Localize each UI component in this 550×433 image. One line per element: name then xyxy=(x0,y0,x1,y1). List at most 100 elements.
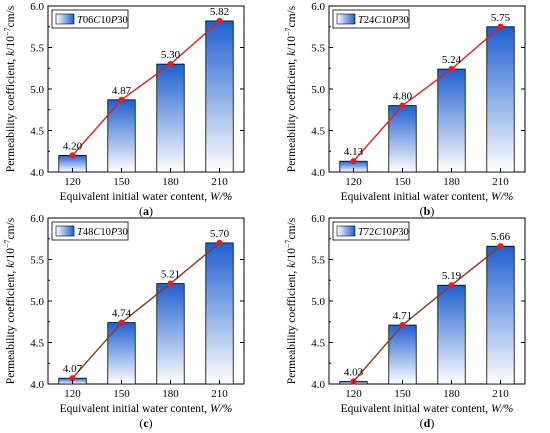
data-label: 4.74 xyxy=(112,308,132,320)
y-tick-label: 4.0 xyxy=(30,167,44,179)
bar xyxy=(156,283,185,385)
panel-label: (d) xyxy=(420,416,435,430)
series-line xyxy=(352,245,501,382)
data-point xyxy=(350,158,357,165)
x-tick-label: 120 xyxy=(345,176,362,188)
bar xyxy=(388,324,417,385)
data-point xyxy=(497,23,504,30)
legend-swatch xyxy=(336,225,356,237)
bar xyxy=(205,242,234,385)
y-tick-label: 6.0 xyxy=(30,213,44,225)
x-axis-title: Equivalent initial water content, W/% xyxy=(341,403,514,415)
bar xyxy=(156,63,185,173)
data-point xyxy=(216,17,223,25)
x-tick-label: 180 xyxy=(162,176,179,188)
y-tick-label: 6.0 xyxy=(311,213,325,225)
data-point xyxy=(216,239,223,246)
x-tick-label: 150 xyxy=(394,388,411,400)
x-tick-label: 210 xyxy=(211,388,228,400)
bar xyxy=(486,26,515,173)
x-tick-label: 120 xyxy=(64,176,81,188)
legend: T72C10P30 xyxy=(332,221,410,241)
bar xyxy=(437,68,466,173)
panel-label: (b) xyxy=(420,204,435,218)
y-axis-title: Permeability coefficient, k/10−7cm/s xyxy=(284,217,299,384)
data-label: 5.66 xyxy=(491,231,511,243)
y-tick-label: 6.0 xyxy=(30,1,44,13)
y-tick-label: 5.5 xyxy=(311,43,325,55)
data-point xyxy=(399,102,406,109)
legend-label: T72C10P30 xyxy=(358,227,409,238)
chart-panel-3: 4.0 4.5 5.0 5.5 6.0 4.07 4.74 5.21 5.70 120 150 180… xyxy=(3,213,245,430)
data-label: 4.07 xyxy=(63,363,83,375)
data-point xyxy=(497,243,504,250)
data-label: 5.21 xyxy=(161,269,180,281)
x-tick-label: 180 xyxy=(162,388,179,400)
data-label: 5.75 xyxy=(491,12,511,24)
data-label: 4.80 xyxy=(393,91,413,103)
data-label: 4.71 xyxy=(393,310,412,322)
y-tick-label: 5.0 xyxy=(30,296,44,308)
chart-panel-1: 4.0 4.5 5.0 5.5 6.0 4.20 4.87 5.30 5.82 120 150 180… xyxy=(3,1,245,218)
data-point xyxy=(69,152,76,159)
chart-panel-4: 4.0 4.5 5.0 5.5 6.0 4.03 4.71 5.19 5.66 120 150 180… xyxy=(284,213,526,430)
panel-label: (a) xyxy=(139,204,153,218)
x-tick-label: 120 xyxy=(345,388,362,400)
legend-swatch xyxy=(55,225,75,237)
y-tick-label: 5.5 xyxy=(30,43,44,55)
chart-panel-2: 4.0 4.5 5.0 5.5 6.0 4.13 4.80 5.24 5.75 120 150 180… xyxy=(284,1,526,218)
y-tick-label: 5.0 xyxy=(311,84,325,96)
data-point xyxy=(118,319,125,326)
y-tick-label: 5.0 xyxy=(30,84,44,96)
x-tick-label: 150 xyxy=(113,388,130,400)
y-axis-title: Permeability coefficient, k/10−7cm/s xyxy=(3,5,18,172)
y-tick-label: 4.0 xyxy=(311,167,325,179)
y-tick-label: 4.0 xyxy=(30,379,44,391)
bar xyxy=(437,284,466,385)
series-line xyxy=(352,26,501,162)
y-axis-title: Permeability coefficient, k/10−7cm/s xyxy=(3,217,18,384)
legend-label: T24C10P30 xyxy=(358,15,409,26)
legend: T48C10P30 xyxy=(51,221,129,241)
bar xyxy=(107,322,136,385)
data-label: 5.82 xyxy=(210,6,229,18)
data-label: 4.20 xyxy=(63,140,83,152)
y-tick-label: 4.5 xyxy=(30,338,44,350)
x-axis-title: Equivalent initial water content, W/% xyxy=(60,191,233,203)
x-tick-label: 180 xyxy=(443,388,460,400)
data-point xyxy=(167,61,174,68)
y-tick-label: 4.0 xyxy=(311,379,325,391)
bar xyxy=(205,20,234,173)
bar xyxy=(107,99,136,173)
x-axis-title: Equivalent initial water content, W/% xyxy=(60,403,233,415)
data-label: 4.03 xyxy=(344,367,364,379)
legend-swatch xyxy=(55,13,75,25)
series-line xyxy=(71,242,220,379)
x-tick-label: 150 xyxy=(394,176,411,188)
series-line xyxy=(71,20,220,156)
legend-label: T06C10P30 xyxy=(77,15,128,26)
x-tick-label: 210 xyxy=(211,176,228,188)
data-label: 5.30 xyxy=(161,49,181,61)
x-tick-label: 210 xyxy=(492,388,509,400)
legend: T06C10P30 xyxy=(51,9,129,29)
x-tick-label: 150 xyxy=(113,176,130,188)
x-axis-title: Equivalent initial water content, W/% xyxy=(341,191,514,203)
x-tick-label: 210 xyxy=(492,176,509,188)
y-tick-label: 6.0 xyxy=(311,1,325,13)
data-label: 4.87 xyxy=(112,85,132,97)
data-label: 4.13 xyxy=(344,146,364,158)
data-point xyxy=(167,280,174,287)
data-point xyxy=(399,321,406,329)
data-point xyxy=(448,65,455,73)
panel-label: (c) xyxy=(139,416,152,430)
data-label: 5.70 xyxy=(210,228,230,240)
x-tick-label: 180 xyxy=(443,176,460,188)
y-axis-title: Permeability coefficient, k/10−7cm/s xyxy=(284,5,299,172)
data-label: 5.19 xyxy=(442,270,462,282)
legend-label: T48C10P30 xyxy=(77,227,128,238)
data-point xyxy=(448,282,455,289)
legend: T24C10P30 xyxy=(332,9,410,29)
y-tick-label: 4.5 xyxy=(30,126,44,138)
y-tick-label: 4.5 xyxy=(311,338,325,350)
